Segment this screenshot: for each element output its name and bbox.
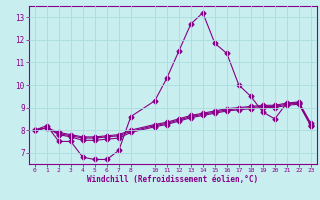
X-axis label: Windchill (Refroidissement éolien,°C): Windchill (Refroidissement éolien,°C) xyxy=(87,175,258,184)
